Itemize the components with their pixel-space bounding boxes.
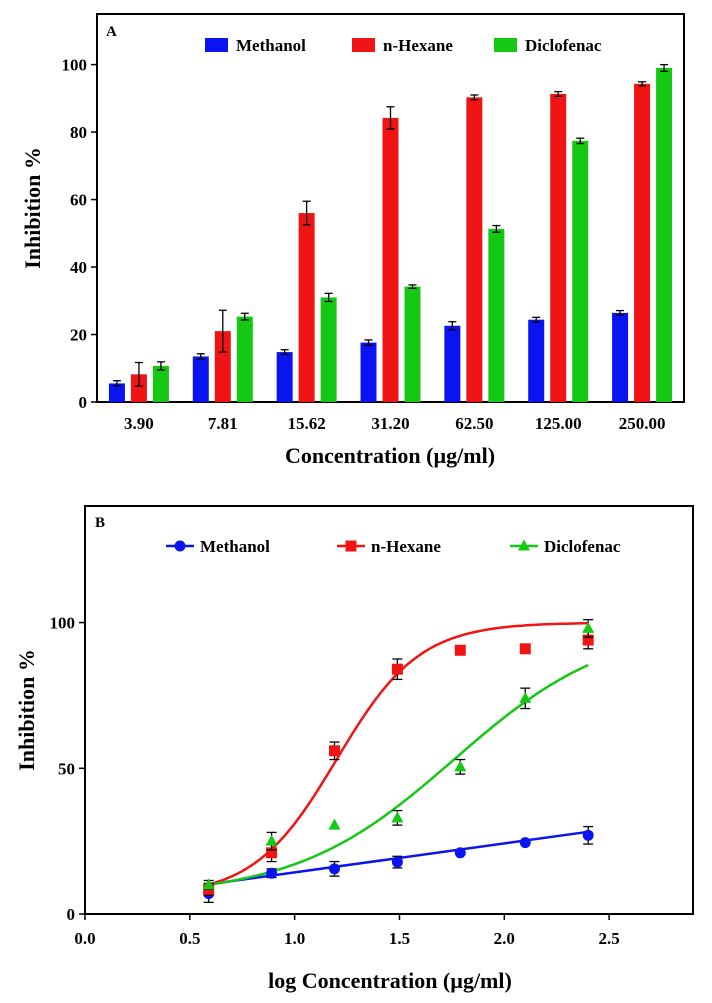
panel-a-y-tick-label: 80 [70,123,87,142]
panel-a-x-tick-label: 62.50 [455,414,493,433]
point-methanol-6 [582,829,594,841]
panel-b-points [202,619,595,903]
point-n-hexane-2 [328,745,340,757]
bar-n-hexane-3 [382,117,399,403]
bar-methanol-6 [612,312,629,402]
point-methanol-3 [391,856,403,868]
panel-a-x-tick-label: 31.20 [371,414,409,433]
panel-a: A 0 20 40 60 80 100 3.90 7.81 15.62 31.20 62.50 12… [20,13,685,468]
bar-diclofenac-2 [320,297,337,402]
panel-b-x-tick-label: 0.5 [179,929,200,948]
panel-b-x-tick-label: 2.5 [599,929,620,948]
bar-methanol-2 [276,352,293,402]
panel-a-x-axis: 3.90 7.81 15.62 31.20 62.50 125.00 250.00 [124,414,665,433]
panel-b-legend: Methanol n-Hexane Diclofenac [166,537,621,556]
panel-a-x-tick-label: 3.90 [124,414,154,433]
bar-diclofenac-4 [488,228,505,402]
point-n-hexane-4 [454,644,466,656]
bar-n-hexane-0 [130,374,147,402]
point-diclofenac-3 [391,811,404,823]
bar-diclofenac-5 [572,140,589,402]
bar-n-hexane-6 [634,83,651,402]
point-diclofenac-6 [582,621,595,633]
bar-n-hexane-5 [550,93,567,403]
point-diclofenac-4 [454,760,467,772]
point-diclofenac-5 [519,691,532,703]
panel-b-y-axis: 0 50 100 [50,614,85,924]
panel-b-x-tick-label: 2.0 [494,929,515,948]
panel-a-y-tick-label: 0 [79,393,88,412]
legend-marker-methanol [174,540,186,552]
point-diclofenac-0 [202,878,215,890]
bar-diclofenac-6 [656,67,673,402]
point-diclofenac-1 [265,834,278,846]
legend-swatch-diclofenac [494,38,517,52]
panel-a-y-tick-label: 40 [70,258,87,277]
panel-b-y-axis-title: Inhibition % [14,649,39,771]
legend-marker-diclofenac [518,539,530,551]
panel-b-y-tick-label: 100 [50,614,76,633]
bar-methanol-4 [444,325,461,402]
panel-a-x-tick-label: 15.62 [288,414,326,433]
panel-b-y-tick-label: 50 [58,759,75,778]
panel-a-x-axis-title: Concentration (µg/ml) [285,443,495,468]
panel-a-x-tick-label: 250.00 [619,414,666,433]
panel-b-frame [84,505,694,915]
legend-label-diclofenac: Diclofenac [544,537,621,556]
panel-b-x-axis: 0.0 0.5 1.0 1.5 2.0 2.5 [74,914,620,948]
bar-diclofenac-3 [404,286,421,402]
panel-b-x-axis-title: log Concentration (µg/ml) [268,968,512,993]
legend-label-n-hexane: n-Hexane [383,36,453,55]
bar-diclofenac-0 [152,365,169,402]
bar-n-hexane-1 [214,331,231,402]
panel-a-y-tick-label: 20 [70,326,87,345]
bar-methanol-1 [192,356,209,402]
panel-a-bars [108,63,673,403]
point-n-hexane-5 [519,643,531,655]
panel-b-fit-curves [208,621,589,886]
point-diclofenac-2 [328,818,341,830]
legend-label-methanol: Methanol [236,36,306,55]
panel-b-x-tick-label: 0.0 [74,929,95,948]
point-n-hexane-1 [266,847,278,859]
point-methanol-1 [266,867,278,879]
fit-curve-diclofenac [208,663,589,886]
panel-b-label: B [95,515,105,531]
bar-n-hexane-4 [466,97,483,402]
point-methanol-5 [519,837,531,849]
panel-a-y-tick-label: 60 [70,191,87,210]
panel-b-y-tick-label: 0 [67,905,76,924]
panel-b-x-tick-label: 1.5 [389,929,410,948]
bar-n-hexane-2 [298,213,315,402]
legend-label-n-hexane: n-Hexane [371,537,441,556]
legend-label-diclofenac: Diclofenac [525,36,602,55]
panel-a-y-axis-title: Inhibition % [20,147,45,269]
bar-methanol-0 [108,383,125,402]
bar-diclofenac-1 [236,316,253,402]
point-methanol-4 [454,847,466,859]
panel-a-legend: Methanol n-Hexane Diclofenac [205,36,602,55]
legend-label-methanol: Methanol [200,537,270,556]
point-n-hexane-6 [582,634,594,646]
legend-swatch-n-hexane [352,38,375,52]
panel-a-x-tick-label: 7.81 [208,414,238,433]
panel-b: B 0 50 100 0.0 0.5 1.0 1.5 2.0 2.5 Methanol n-He… [14,505,694,993]
panel-b-x-tick-label: 1.0 [284,929,305,948]
legend-swatch-methanol [205,38,228,52]
panel-a-x-tick-label: 125.00 [535,414,582,433]
panel-a-y-tick-label: 100 [62,56,88,75]
fit-curve-n-hexane [208,621,589,886]
legend-marker-n-hexane [345,540,357,552]
panel-a-label: A [106,24,117,40]
point-methanol-2 [328,863,340,875]
bar-methanol-3 [360,342,377,402]
bar-methanol-5 [528,319,545,402]
panel-a-y-axis: 0 20 40 60 80 100 [62,56,97,412]
point-n-hexane-3 [391,663,403,675]
